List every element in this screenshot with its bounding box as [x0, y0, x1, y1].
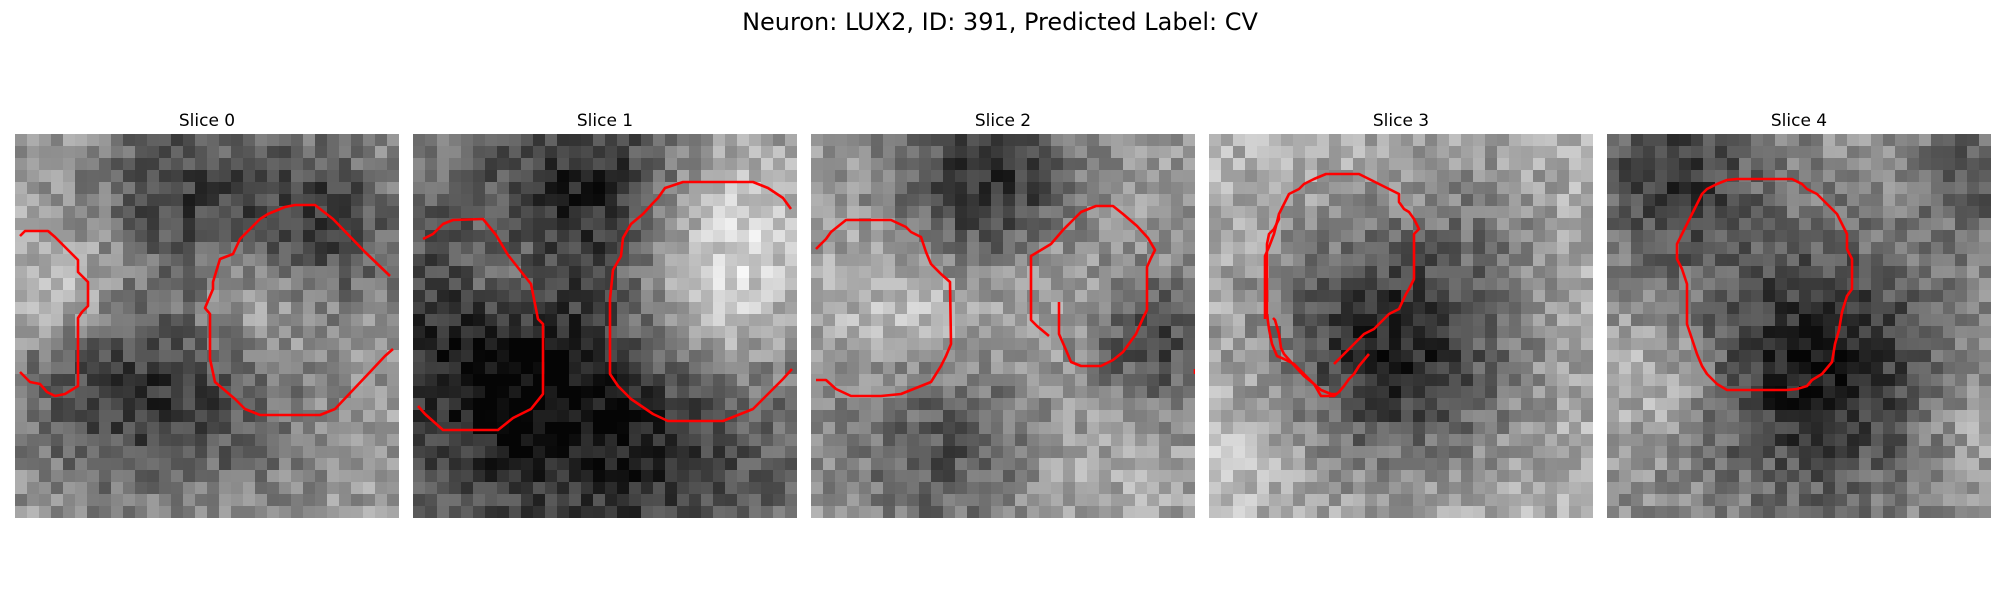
roi-contour: [815, 218, 953, 398]
roi-contour: [1265, 172, 1421, 398]
roi-contour: [417, 217, 545, 432]
micrograph-canvas: [1607, 134, 1991, 518]
roi-contour-overlay: [1675, 177, 1854, 392]
roi-contour: [1675, 177, 1854, 392]
micrograph-canvas: [413, 134, 797, 518]
roi-contour-overlay: [417, 180, 793, 432]
slice-panel-4: Slice 4: [1607, 108, 1991, 518]
micrograph-canvas: [1209, 134, 1593, 518]
figure-title: Neuron: LUX2, ID: 391, Predicted Label: …: [742, 8, 1258, 36]
slice-panel-3: Slice 3: [1209, 108, 1593, 518]
roi-contour-overlay: [1263, 172, 1421, 398]
micrograph-canvas: [811, 134, 1195, 518]
roi-contour-overlay: [19, 203, 394, 417]
slice-title: Slice 1: [576, 111, 634, 131]
slice-panel-2: Slice 2: [811, 108, 1195, 518]
slice-title: Slice 0: [178, 111, 236, 131]
roi-contour: [203, 203, 394, 417]
slice-image-2: [811, 134, 1195, 518]
slice-title: Slice 2: [974, 111, 1032, 131]
roi-contour: [19, 229, 90, 398]
roi-contour: [608, 180, 793, 423]
slice-image-3: [1209, 134, 1593, 518]
slice-image-0: [15, 134, 399, 518]
slice-panel-0: Slice 0: [15, 108, 399, 518]
roi-contour: [1272, 317, 1337, 396]
slice-title: Slice 3: [1372, 111, 1430, 131]
roi-contour-overlay: [815, 204, 1195, 398]
slice-image-1: [413, 134, 797, 518]
roi-contour: [1263, 213, 1281, 319]
roi-contour: [1029, 204, 1157, 368]
slice-title: Slice 4: [1770, 111, 1828, 131]
slice-panel-1: Slice 1: [413, 108, 797, 518]
slice-image-4: [1607, 134, 1991, 518]
